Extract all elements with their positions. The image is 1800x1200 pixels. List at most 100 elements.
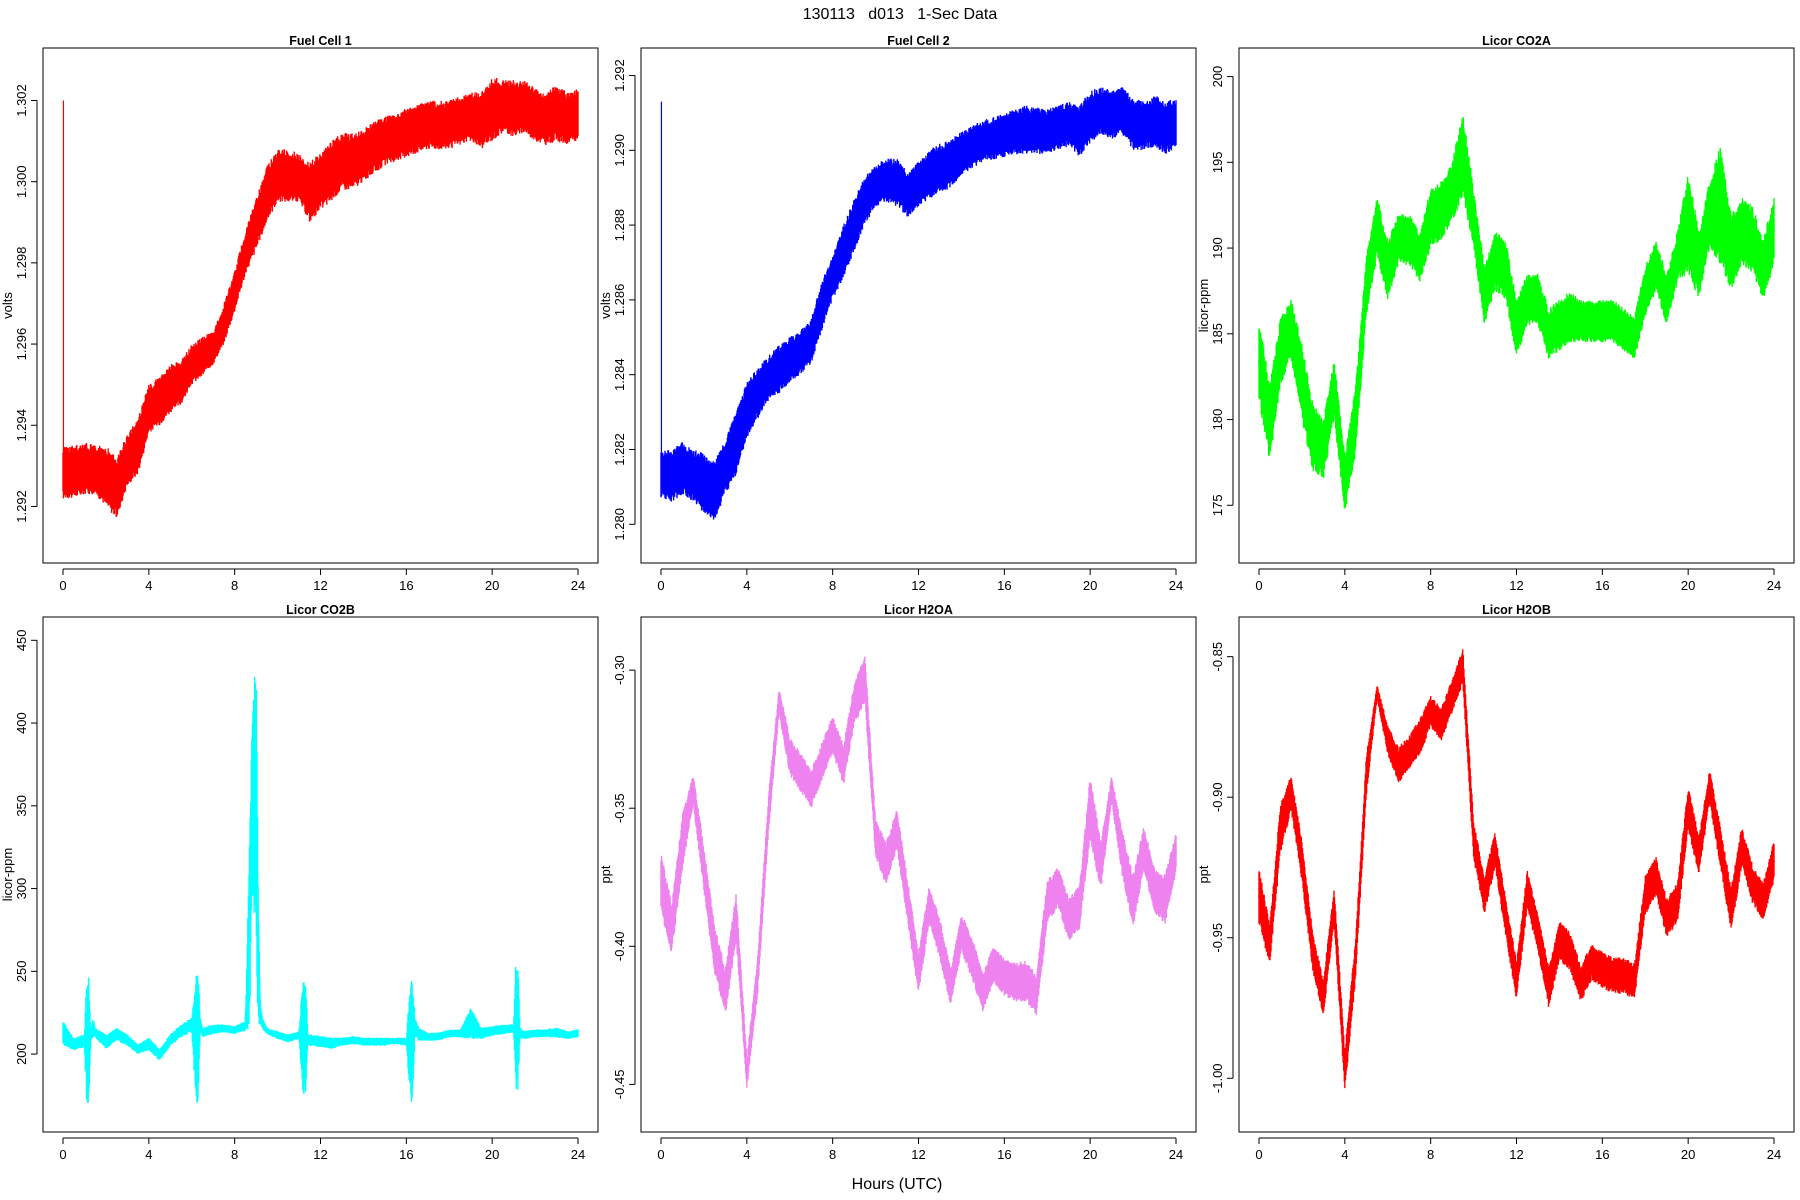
y-tick-label: 195 [1210, 151, 1225, 173]
x-tick-label: 12 [911, 578, 925, 593]
x-axis: 0 4 8 12 16 20 24 [657, 1137, 1183, 1162]
panel-fuel-cell-2: Fuel Cell 20 4 8 12 16 20 241.2801.2821.2841.2… [598, 34, 1197, 593]
y-tick-label: 185 [1210, 323, 1225, 345]
panel-licor-h2ob: Licor H2OB 0 4 8 12 16 20 24 -1.00 -0.95 -0.90 -0.8… [1196, 603, 1795, 1162]
y-axis-label: ppt [1196, 865, 1211, 883]
x-tick-label: 16 [1595, 578, 1609, 593]
x-tick-label: 24 [571, 1147, 585, 1162]
x-tick-label: 8 [1427, 578, 1434, 593]
y-tick-label: -0.30 [612, 655, 627, 685]
x-axis: 0 4 8 12 16 20 24 [657, 568, 1183, 593]
panels: Fuel Cell 1 0 4 8 12 16 20 24 1.292 1.294 1.296 1.2… [0, 34, 1795, 1162]
x-axis: 0 4 8 12 16 20 24 [1255, 1137, 1781, 1162]
panel-licor-h2oa: Licor H2OA 0 4 8 12 16 20 24 -0.45 -0.40 -0.35 -0.3… [598, 603, 1197, 1162]
y-axis-label: ppt [598, 865, 613, 883]
x-tick-label: 20 [1083, 578, 1097, 593]
y-axis: -1.00 -0.95 -0.90 -0.85 ppt [1196, 642, 1234, 1093]
panel-licor-co2a: Licor CO2A 0 4 8 12 16 20 24 175 180 185 190 195 200 l… [1196, 34, 1795, 593]
x-tick-label: 16 [997, 578, 1011, 593]
x-tick-label: 8 [829, 1147, 836, 1162]
series-noise-band [660, 87, 1177, 520]
y-tick-label: 1.288 [612, 209, 627, 242]
y-tick-label: 1.292 [14, 490, 29, 523]
x-axis: 0 4 8 12 16 20 24 [59, 568, 585, 593]
plot-frame [42, 47, 599, 564]
series-center-line [62, 795, 579, 1057]
plot-frame [1238, 616, 1795, 1133]
y-tick-label: 1.298 [14, 247, 29, 280]
series-center-line [1258, 153, 1775, 484]
y-tick-label: -0.85 [1210, 642, 1225, 672]
y-tick-label: 1.290 [612, 134, 627, 167]
y-tick-label: -0.95 [1210, 923, 1225, 953]
x-tick-label: 0 [657, 1147, 664, 1162]
series-center-line [1258, 666, 1775, 1072]
x-axis: 0 4 8 12 16 20 24 [1255, 568, 1781, 593]
y-tick-label: 450 [14, 629, 29, 651]
y-tick-label: 190 [1210, 237, 1225, 259]
x-tick-label: 16 [1595, 1147, 1609, 1162]
x-axis: 0 4 8 12 16 20 24 [59, 1137, 585, 1162]
series-noise-band [1258, 649, 1775, 1089]
panel-title: Fuel Cell 1 [289, 34, 352, 48]
series-center-line [63, 105, 579, 491]
y-tick-label: 200 [1210, 66, 1225, 88]
x-tick-label: 0 [59, 1147, 66, 1162]
x-tick-label: 16 [997, 1147, 1011, 1162]
common-x-axis-label: Hours (UTC) [852, 1176, 943, 1193]
x-tick-label: 16 [399, 578, 413, 593]
plot-frame [1238, 47, 1795, 564]
series-band [1258, 649, 1775, 1089]
x-tick-label: 12 [1509, 1147, 1523, 1162]
x-tick-label: 4 [145, 578, 152, 593]
y-tick-label: 300 [14, 878, 29, 900]
y-tick-label: 1.284 [612, 358, 627, 391]
x-tick-label: 4 [1341, 578, 1348, 593]
x-tick-label: 12 [911, 1147, 925, 1162]
figure-title: 130113 d013 1-Sec Data [803, 6, 998, 23]
y-tick-label: 1.302 [14, 84, 29, 117]
y-tick-label: 1.292 [612, 59, 627, 92]
panel-title: Licor CO2B [286, 603, 355, 617]
x-tick-label: 24 [1767, 1147, 1781, 1162]
series-band [660, 87, 1177, 520]
y-tick-label: 1.282 [612, 433, 627, 466]
y-axis-label: licor-ppm [0, 848, 15, 901]
y-tick-label: 400 [14, 712, 29, 734]
series-noise-band [660, 656, 1177, 1088]
y-tick-label: 1.294 [14, 409, 29, 442]
x-tick-label: 24 [1169, 578, 1183, 593]
panel-title: Licor H2OA [884, 603, 953, 617]
y-tick-label: 1.296 [14, 328, 29, 361]
x-tick-label: 12 [313, 578, 327, 593]
y-axis: -0.45 -0.40 -0.35 -0.30 ppt [598, 655, 636, 1100]
plot-frame [640, 47, 1197, 564]
y-tick-label: 1.300 [14, 165, 29, 198]
y-tick-label: 175 [1210, 494, 1225, 516]
plot-frame [42, 616, 599, 1133]
y-axis-label: volts [598, 292, 613, 319]
x-tick-label: 8 [829, 578, 836, 593]
x-tick-label: 0 [59, 578, 66, 593]
y-axis: 1.292 1.294 1.296 1.298 1.300 1.302 volts [0, 84, 38, 523]
panel-title: Licor H2OB [1482, 603, 1551, 617]
y-tick-label: 200 [14, 1043, 29, 1065]
x-tick-label: 24 [1169, 1147, 1183, 1162]
y-tick-label: -0.40 [612, 931, 627, 961]
y-axis: 1.280 1.282 1.284 1.286 1.288 1.290 1.292 volts [598, 59, 636, 541]
plot-frame [640, 616, 1197, 1133]
x-tick-label: 20 [1083, 1147, 1097, 1162]
panel-licor-co2b: Licor CO2B 0 4 8 12 16 20 24 200 250 300 350 400 450 l… [0, 603, 599, 1162]
x-tick-label: 12 [313, 1147, 327, 1162]
x-tick-label: 0 [657, 578, 664, 593]
series-noise-band [62, 78, 579, 517]
x-tick-label: 4 [743, 1147, 750, 1162]
y-axis: 175 180 185 190 195 200 licor-ppm [1196, 66, 1234, 516]
y-tick-label: -0.45 [612, 1070, 627, 1100]
y-tick-label: 250 [14, 960, 29, 982]
x-tick-label: 8 [231, 1147, 238, 1162]
series-band [62, 676, 579, 1103]
series-center-line [660, 109, 1177, 493]
y-tick-label: 180 [1210, 409, 1225, 431]
x-tick-label: 4 [1341, 1147, 1348, 1162]
